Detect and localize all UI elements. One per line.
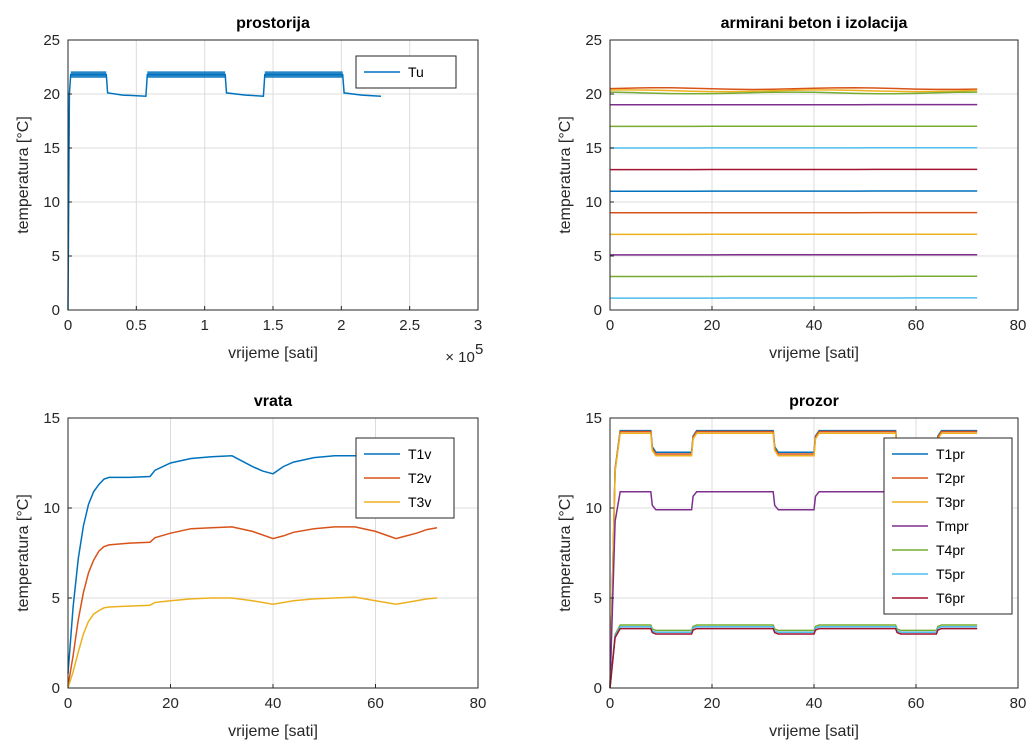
- legend: T1pr T2pr T3pr Tmpr T4pr T5pr T6pr: [883, 437, 1013, 615]
- legend-label: T3pr: [936, 494, 965, 510]
- series-line: [609, 91, 978, 95]
- x-tick-label: 0.5: [126, 317, 147, 334]
- legend-label: T6pr: [936, 590, 965, 606]
- y-tick-label: 15: [43, 140, 60, 157]
- chart-title: armirani beton i izolacija: [721, 15, 908, 32]
- x-tick-label: 3: [474, 317, 482, 334]
- legend-label: Tmpr: [936, 518, 969, 534]
- y-axis-label: temperatura [°C]: [15, 494, 32, 612]
- x-tick-label: 20: [162, 695, 179, 712]
- x-tick-label: 0: [606, 695, 614, 712]
- y-tick-label: 15: [585, 410, 602, 427]
- x-tick-label: 0: [64, 317, 72, 334]
- legend-label: T2pr: [936, 470, 965, 486]
- y-axis-label: temperatura [°C]: [15, 116, 32, 234]
- x-tick-label: 60: [367, 695, 384, 712]
- legend-label: T1pr: [936, 446, 965, 462]
- y-tick-label: 25: [43, 32, 60, 49]
- y-tick-label: 5: [594, 590, 602, 607]
- chart-title: prostorija: [236, 15, 310, 32]
- series-group: [67, 71, 382, 311]
- x-tick-label: 60: [908, 317, 925, 334]
- y-tick-label: 10: [43, 500, 60, 517]
- series-group: [609, 86, 978, 299]
- y-tick-label: 15: [585, 140, 602, 157]
- legend-label: T2v: [408, 470, 431, 486]
- y-tick-label: 15: [43, 410, 60, 427]
- x-axis-label: vrijeme [sati]: [228, 345, 318, 362]
- series-line-t6pr: [609, 627, 978, 689]
- y-tick-label: 0: [594, 680, 602, 697]
- legend-label: T1v: [408, 446, 431, 462]
- x-tick-label: 40: [265, 695, 282, 712]
- y-tick-label: 5: [52, 248, 60, 265]
- series-line-t3v: [67, 596, 438, 689]
- plot-prozor: 0 20 40 60 80 0 5 10 15 prozor vrijeme [sati] tempe…: [557, 393, 1026, 740]
- x-tick-label: 20: [704, 695, 721, 712]
- chart-title: vrata: [254, 393, 292, 410]
- legend-label: T5pr: [936, 566, 965, 582]
- plot-vrata: 0 20 40 60 80 0 5 10 15 vrata vrijeme [sati] temper…: [15, 393, 486, 740]
- series-line-t1v: [67, 455, 366, 674]
- x-axis-label: vrijeme [sati]: [769, 723, 859, 740]
- x-tick-label: 0: [606, 317, 614, 334]
- series-ripple-tu: [70, 71, 107, 78]
- series-line: [609, 86, 978, 91]
- x-tick-label: 2: [337, 317, 345, 334]
- x-tick-label: 80: [1010, 695, 1027, 712]
- y-tick-label: 20: [585, 86, 602, 103]
- x-tick-label: 40: [806, 317, 823, 334]
- x-tick-label: 1.5: [263, 317, 284, 334]
- plot-armirani-beton-i-izolacija: 0 20 40 60 80 0 5 10 15 20 25 armirani beton i izol…: [557, 15, 1026, 362]
- y-tick-label: 10: [585, 500, 602, 517]
- series-ripple-tu: [147, 71, 226, 78]
- y-tick-label: 10: [585, 194, 602, 211]
- plot-prostorija: 0 0.5 1 1.5 2 2.5 3 0 5 10 15 20 25 prostorija vrijeme…: [15, 15, 483, 366]
- x-tick-label: 0: [64, 695, 72, 712]
- chart-title: prozor: [789, 393, 839, 410]
- y-axis-label: temperatura [°C]: [557, 116, 574, 234]
- y-tick-label: 25: [585, 32, 602, 49]
- x-tick-label: 20: [704, 317, 721, 334]
- legend-label: T4pr: [936, 542, 965, 558]
- legend: Tu: [355, 55, 457, 89]
- x-tick-label: 80: [1010, 317, 1027, 334]
- x-exponent-label: × 10: [445, 349, 475, 366]
- y-tick-label: 0: [52, 302, 60, 319]
- series-group: [67, 455, 438, 689]
- y-tick-label: 10: [43, 194, 60, 211]
- y-tick-label: 20: [43, 86, 60, 103]
- y-tick-label: 5: [594, 248, 602, 265]
- legend-label: T3v: [408, 494, 431, 510]
- x-tick-label: 1: [200, 317, 208, 334]
- x-tick-label: 80: [470, 695, 487, 712]
- series-line-t2v: [67, 526, 438, 687]
- series-ripple-tu: [264, 71, 343, 78]
- legend: T1v T2v T3v: [355, 437, 455, 519]
- x-axis-label: vrijeme [sati]: [228, 723, 318, 740]
- x-tick-label: 2.5: [399, 317, 420, 334]
- legend-label: Tu: [408, 64, 424, 80]
- y-tick-label: 0: [594, 302, 602, 319]
- x-tick-label: 60: [908, 695, 925, 712]
- x-axis-label: vrijeme [sati]: [769, 345, 859, 362]
- x-tick-label: 40: [806, 695, 823, 712]
- y-tick-label: 5: [52, 590, 60, 607]
- x-exponent-power: 5: [475, 341, 483, 358]
- y-axis-label: temperatura [°C]: [557, 494, 574, 612]
- y-tick-label: 0: [52, 680, 60, 697]
- series-line: [609, 89, 978, 93]
